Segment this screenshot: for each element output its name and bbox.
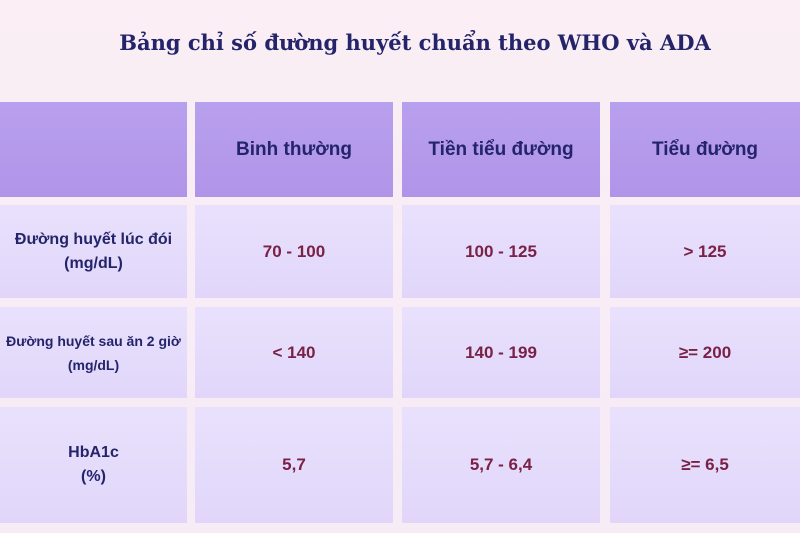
value: 100 - 125	[465, 241, 537, 261]
row-label: (%)	[81, 468, 106, 485]
header-cell	[0, 102, 187, 197]
row-label-cell: HbA1c (%)	[0, 407, 187, 523]
value-cell: 140 - 199	[402, 307, 600, 398]
row-label-cell: Đường huyết sau ăn 2 giờ (mg/dL)	[0, 307, 187, 398]
value: ≥= 200	[678, 342, 732, 362]
value-cell: ≥= 6,5	[610, 407, 800, 523]
row-label: (mg/dL)	[64, 254, 123, 272]
value-cell: 70 - 100	[195, 205, 393, 298]
value: > 125	[683, 241, 727, 261]
row-label: (mg/dL)	[67, 356, 120, 373]
value-cell: 100 - 125	[402, 205, 600, 298]
column-header: Tiền tiểu đường	[428, 138, 574, 160]
value: ≥= 6,5	[681, 455, 729, 474]
value: 5,7	[282, 455, 306, 474]
value: 70 - 100	[262, 241, 326, 261]
value-cell: > 125	[610, 205, 800, 298]
column-header: Binh thường	[236, 138, 352, 160]
title: Bảng chỉ số đường huyết chuẩn theo WHO v…	[119, 30, 711, 55]
row-label: Đường huyết lúc đói	[14, 230, 173, 248]
header-cell: Tiền tiểu đường	[402, 102, 600, 197]
value-cell: 5,7	[195, 407, 393, 523]
header-cell: Binh thường	[195, 102, 393, 197]
row-label-cell: Đường huyết lúc đói (mg/dL)	[0, 205, 187, 298]
value-cell: < 140	[195, 307, 393, 398]
value-cell: 5,7 - 6,4	[402, 407, 600, 523]
header-cell: Tiểu đường	[610, 102, 800, 197]
row-label: HbA1c	[68, 444, 119, 461]
value-cell: ≥= 200	[610, 307, 800, 398]
value: < 140	[272, 342, 316, 362]
value: 140 - 199	[465, 342, 537, 362]
value: 5,7 - 6,4	[469, 455, 533, 474]
row-label: Đường huyết sau ăn 2 giờ	[6, 332, 181, 349]
column-header: Tiểu đường	[651, 138, 759, 160]
